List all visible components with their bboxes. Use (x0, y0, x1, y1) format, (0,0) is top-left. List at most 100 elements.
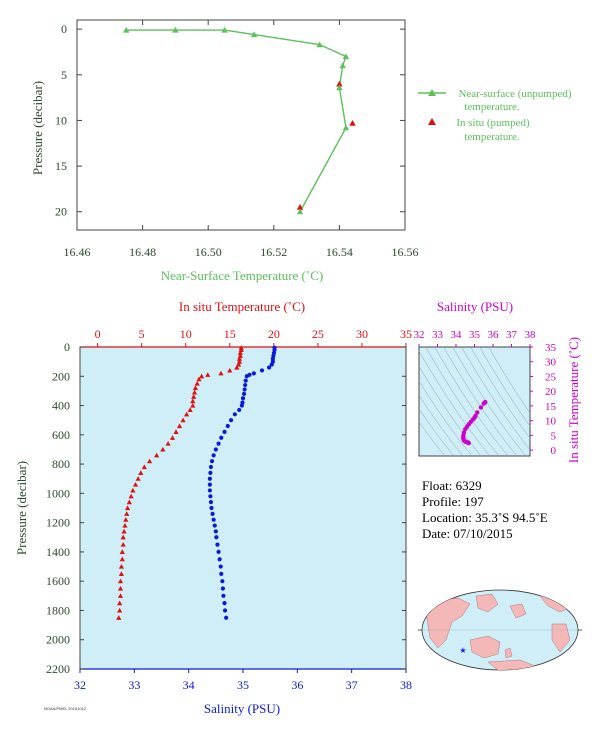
profile-number: Profile: 197 (422, 494, 484, 509)
float-location-star-icon: ★ (459, 646, 466, 655)
unpumped-temperature-point (250, 31, 258, 38)
salinity-tick-label: 37 (346, 678, 358, 692)
near-surface-legend: Near-surface (unpumped) temperature. In … (418, 88, 572, 143)
temperature-ticks: 0 5 10 15 20 25 30 35 (95, 327, 412, 347)
salinity-point (259, 368, 265, 373)
salinity-tick-label: 33 (128, 678, 140, 692)
temperature-point (236, 356, 243, 361)
temperature-point (184, 411, 190, 417)
ts-salinity-tick-label: 35 (469, 329, 481, 341)
near-surface-y-ticks: 0 5 10 15 20 (55, 22, 405, 219)
pressure-tick-label: 200 (52, 369, 70, 383)
ts-temperature-tick-label: 35 (545, 342, 557, 354)
salinity-point (216, 441, 221, 446)
salinity-tick-label: 32 (74, 678, 86, 692)
temperature-point (118, 571, 125, 576)
ts-temperature-tick-label: 5 (551, 430, 557, 442)
salinity-tick-label: 36 (291, 678, 303, 692)
unpumped-temperature-point (296, 208, 304, 215)
salinity-point (228, 418, 234, 423)
unpumped-temperature-point (221, 26, 228, 33)
pressure-tick-label: 2200 (46, 662, 70, 676)
salinity-point (210, 511, 215, 516)
temperature-tick-label: 5 (139, 327, 145, 341)
unpumped-temperature-point (316, 41, 323, 48)
temperature-point (135, 476, 141, 481)
ts-salinity-tick-label: 32 (414, 329, 425, 341)
salinity-axis-label: Salinity (PSU) (204, 701, 280, 716)
salinity-point (219, 571, 224, 576)
salinity-point (214, 535, 219, 540)
pressure-ticks: 0 200 400 600 800 1000 1200 1400 1600 1800 2000 220… (46, 340, 406, 676)
ts-salinity-axis-label: Salinity (PSU) (437, 299, 513, 314)
salinity-point (242, 387, 247, 392)
ts-salinity-tick-label: 38 (525, 329, 537, 341)
near-surface-x-tick-label: 16.48 (129, 245, 156, 259)
pressure-tick-label: 400 (52, 399, 70, 413)
near-surface-series (123, 26, 356, 215)
ts-point (466, 440, 471, 446)
near-surface-x-ticks: 16.46 16.48 16.50 16.52 16.54 16.56 (64, 20, 419, 259)
ts-point (478, 405, 484, 410)
temperature-point (238, 347, 244, 353)
temperature-point (165, 441, 171, 446)
profile-date: Date: 07/10/2015 (422, 526, 513, 541)
temperature-axis-label: In situ Temperature (˚C) (179, 299, 305, 314)
temperature-point (191, 394, 197, 399)
temperature-tick-label: 0 (95, 327, 101, 341)
temperature-point (121, 528, 127, 534)
temperature-point (116, 615, 122, 620)
temperature-point (187, 407, 193, 413)
profile-series (116, 345, 277, 620)
density-contour (479, 347, 530, 427)
temperature-point (191, 389, 198, 395)
salinity-point (215, 542, 220, 547)
pressure-tick-label: 600 (52, 428, 70, 442)
density-contour (419, 365, 482, 456)
salinity-point (244, 374, 249, 379)
ts-ticks: 32 33 34 35 36 37 38 0 5 10 15 20 25 30 35 (414, 329, 557, 457)
temperature-point (128, 493, 134, 499)
ts-salinity-tick-label: 33 (432, 329, 444, 341)
temperature-tick-label: 15 (224, 327, 236, 341)
legend-marker-pumped (428, 118, 436, 125)
float-location: Location: 35.3˚S 94.5˚E (422, 510, 548, 525)
ts-point (463, 426, 468, 432)
ts-temperature-axis-label: In situ Temperature (˚C) (566, 337, 581, 463)
salinity-point (220, 586, 225, 591)
salinity-point (224, 615, 229, 620)
temperature-point (234, 364, 240, 370)
pressure-tick-label: 1400 (46, 545, 70, 559)
density-contour (434, 347, 509, 456)
salinity-point (213, 529, 218, 534)
temperature-point (180, 417, 186, 423)
unpumped-temperature-point (342, 53, 350, 60)
salinity-point (208, 494, 213, 499)
temperature-point (236, 359, 243, 364)
salinity-point (221, 593, 226, 598)
temperature-point (123, 517, 129, 522)
unpumped-temperature-point (123, 26, 130, 33)
temperature-point (132, 481, 139, 487)
legend-label-pumped-2: temperature. (464, 131, 520, 143)
unpumped-temperature-line (126, 29, 347, 213)
temperature-point (235, 361, 242, 367)
temperature-point (119, 556, 125, 562)
salinity-tick-label: 38 (400, 678, 412, 692)
temperature-point (138, 470, 144, 475)
density-contour (470, 347, 530, 439)
density-contour (488, 347, 530, 414)
near-surface-x-tick-label: 16.50 (195, 245, 222, 259)
credit-text: NOAA/PMEL 20151012 (44, 706, 87, 711)
unpumped-temperature-point (339, 62, 346, 69)
salinity-point (241, 391, 247, 396)
pressure-tick-label: 1600 (46, 574, 70, 588)
ts-temperature-tick-label: 0 (551, 445, 557, 457)
float-info: Float: 6329 Profile: 197 Location: 35.3˚… (422, 478, 548, 542)
ts-temperature-tick-label: 25 (545, 371, 557, 383)
ts-salinity-tick-label: 34 (451, 329, 463, 341)
temperature-point (124, 511, 130, 516)
legend-label-unpumped-2: temperature. (464, 101, 520, 113)
salinity-point (269, 362, 274, 367)
